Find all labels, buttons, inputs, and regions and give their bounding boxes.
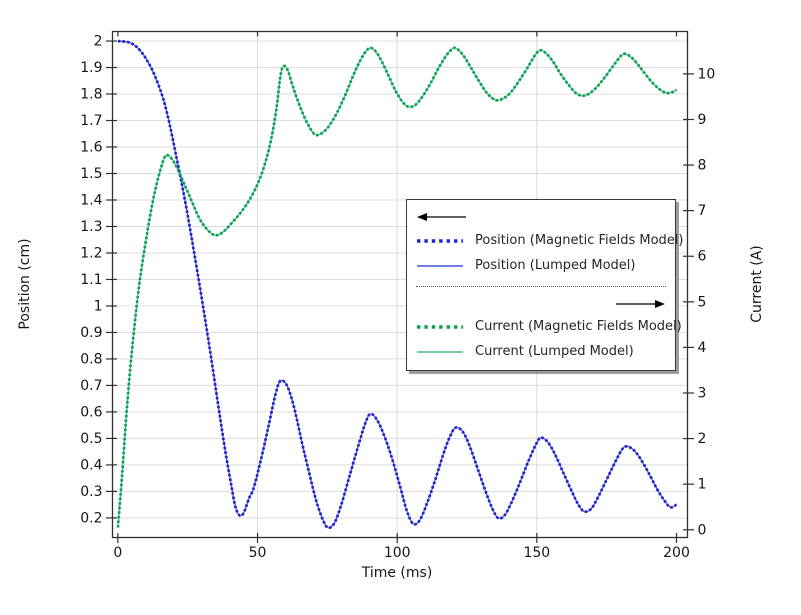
x-tick-label: 200 [663, 545, 690, 561]
x-tick-label: 0 [113, 545, 122, 561]
legend-left-axis-arrow-row [416, 206, 666, 228]
left-tick-label: 0.4 [80, 457, 102, 473]
right-tick-label: 1 [698, 477, 707, 493]
right-tick-label: 10 [698, 66, 716, 82]
left-tick-label: 1.4 [80, 192, 102, 208]
left-tick-label: 1.7 [80, 113, 102, 129]
legend-item-position-lumped: Position (Lumped Model) [416, 253, 666, 278]
left-tick-label: 1.9 [80, 60, 102, 76]
right-tick-label: 0 [698, 522, 707, 538]
left-tick-label: 1.3 [80, 219, 102, 235]
right-axis-label: Current (A) [749, 245, 765, 323]
legend-item-label: Current (Lumped Model) [475, 344, 634, 359]
solid-line-sample-icon [417, 264, 463, 267]
series-position-lumped-model- [117, 40, 677, 529]
legend-item-position-mf: Position (Magnetic Fields Model) [416, 228, 684, 253]
solid-line-sample-icon [417, 350, 463, 353]
plot-frame [111, 30, 689, 539]
left-tick-label: 0.8 [80, 351, 102, 367]
legend-item-label: Current (Magnetic Fields Model) [475, 319, 682, 334]
right-tick-label: 3 [698, 385, 707, 401]
legend-item-label: Position (Magnetic Fields Model) [475, 233, 684, 248]
x-axis-label: Time (ms) [361, 565, 433, 581]
left-tick-label: 0.5 [80, 431, 102, 447]
right-tick-label: 6 [698, 249, 707, 265]
series-current-magnetic-fields-model- [116, 46, 678, 528]
right-tick-label: 4 [698, 340, 707, 356]
left-tick-label: 0.2 [80, 510, 102, 526]
left-tick-label: 1.1 [80, 272, 102, 288]
left-arrow-icon [417, 213, 466, 221]
right-tick-label: 5 [698, 294, 707, 310]
legend-item-current-mf: Current (Magnetic Fields Model) [416, 314, 682, 339]
right-tick-label: 8 [698, 158, 707, 174]
left-tick-label: 1.8 [80, 87, 102, 103]
left-axis-label: Position (cm) [17, 238, 33, 330]
legend-item-current-lumped: Current (Lumped Model) [416, 339, 666, 364]
legend-item-label: Position (Lumped Model) [475, 258, 636, 273]
left-tick-label: 1.2 [80, 245, 102, 261]
right-tick-label: 9 [698, 112, 707, 128]
x-tick-label: 100 [384, 545, 411, 561]
left-tick-label: 1.5 [80, 166, 102, 182]
legend: Position (Magnetic Fields Model) Positio… [406, 199, 684, 371]
x-tick-label: 50 [249, 545, 267, 561]
legend-right-axis-arrow-row [416, 294, 666, 314]
left-tick-label: 0.9 [80, 325, 102, 341]
legend-separator [416, 286, 666, 287]
left-tick-label: 0.6 [80, 404, 102, 420]
x-tick-label: 150 [523, 545, 550, 561]
left-tick-label: 1 [94, 298, 103, 314]
left-tick-label: 0.3 [80, 484, 102, 500]
right-tick-label: 2 [698, 431, 707, 447]
right-arrow-icon [616, 300, 665, 308]
left-tick-label: 1.6 [80, 140, 102, 156]
dotted-line-sample-icon [417, 238, 463, 243]
right-tick-label: 7 [698, 203, 707, 219]
dotted-line-sample-icon [417, 324, 463, 329]
left-tick-label: 0.7 [80, 378, 102, 394]
left-tick-label: 2 [94, 34, 103, 50]
